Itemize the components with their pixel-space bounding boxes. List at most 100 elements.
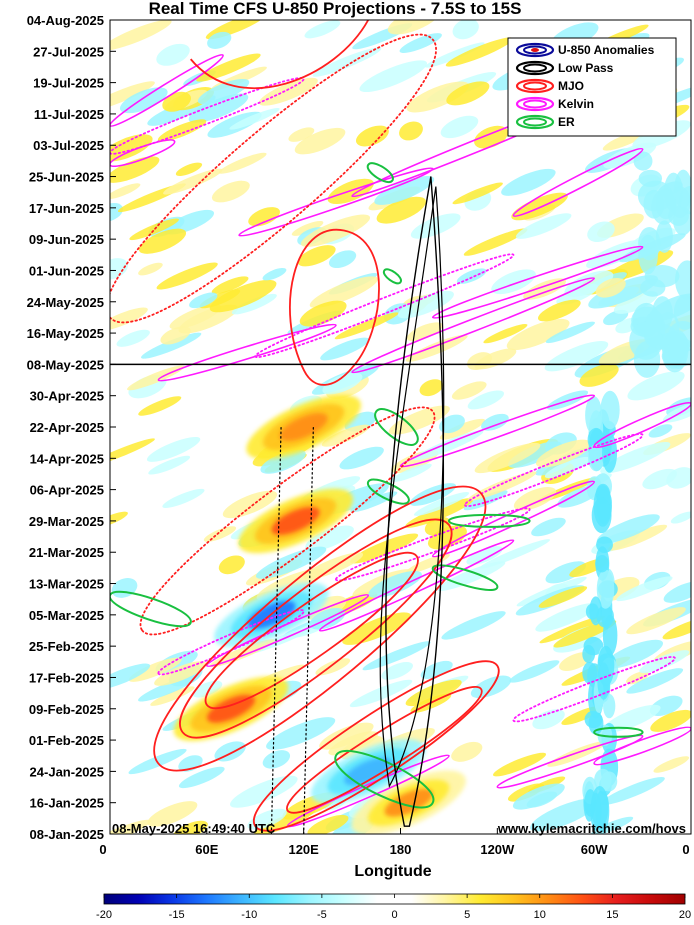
er-contour — [374, 408, 419, 446]
anomaly-patch — [339, 446, 384, 470]
anomaly-patch — [652, 296, 673, 331]
anomaly-patch — [258, 77, 318, 106]
legend-swatch — [531, 48, 539, 52]
colorbar-tick-label: -20 — [96, 909, 112, 920]
anomaly-patch — [262, 750, 291, 769]
y-tick-label: 01-Jun-2025 — [29, 263, 104, 278]
colorbar-tick-label: 20 — [679, 909, 691, 920]
timestamp-label: 08-May-2025 16:49:40 UTC — [112, 821, 276, 836]
mjo-contour-negative — [139, 406, 436, 636]
anomaly-patch — [604, 639, 664, 669]
anomaly-patch — [192, 680, 223, 698]
anomaly-patch — [410, 213, 461, 239]
anomaly-patch — [350, 533, 419, 564]
legend-swatch — [523, 63, 547, 73]
anomaly-patch — [586, 239, 647, 269]
anomaly-patch — [110, 183, 141, 200]
y-tick-label: 08-Jan-2025 — [30, 827, 104, 842]
anomaly-patch — [368, 570, 422, 598]
anomaly-patch — [322, 372, 363, 395]
legend-label: MJO — [558, 79, 584, 93]
anomaly-patch — [355, 125, 389, 147]
anomaly-patch — [303, 552, 364, 580]
y-tick-label: 14-Apr-2025 — [30, 451, 104, 466]
anomaly-patch — [110, 134, 153, 162]
anomaly-patch — [607, 524, 668, 551]
er-contour — [593, 726, 644, 738]
mjo-contour-negative — [110, 33, 437, 324]
y-tick-label: 22-Apr-2025 — [30, 420, 104, 435]
anomaly-patch — [545, 561, 587, 584]
anomaly-patch — [321, 424, 370, 447]
anomaly-patch — [466, 546, 503, 565]
anomaly-patch — [650, 709, 691, 732]
anomaly-patch — [188, 93, 249, 123]
colorbar-tick-label: -10 — [241, 909, 257, 920]
x-tick-label: 120E — [288, 842, 319, 857]
anomaly-patch — [305, 525, 354, 551]
kelvin-contour — [496, 734, 644, 789]
anomaly-patch — [162, 91, 191, 112]
x-tick-label: 180 — [390, 842, 412, 857]
anomaly-patch — [483, 324, 528, 344]
y-tick-label: 16-May-2025 — [27, 326, 104, 341]
anomaly-patch — [600, 776, 665, 805]
er-contour — [366, 162, 394, 183]
anomaly-patch — [209, 279, 277, 313]
kelvin-contour-negative — [464, 433, 644, 507]
anomaly-patch — [406, 81, 469, 113]
anomaly-patch — [467, 471, 537, 501]
anomaly-patch — [506, 318, 570, 351]
x-tick-label: 120W — [480, 842, 515, 857]
anomaly-patch — [178, 766, 225, 789]
legend-swatch — [515, 60, 555, 76]
legend-swatch — [523, 117, 547, 127]
kelvin-contour — [286, 754, 450, 828]
anomaly-patch — [467, 390, 505, 410]
anomaly-patch — [663, 581, 691, 603]
legend-label: Low Pass — [558, 61, 614, 75]
mjo-contour — [289, 228, 380, 386]
y-tick-label: 17-Feb-2025 — [29, 670, 104, 685]
kelvin-contour-negative — [110, 77, 305, 155]
kelvin-contour — [206, 594, 370, 667]
anomaly-patch — [207, 31, 232, 49]
anomaly-patch — [515, 213, 572, 239]
low-pass-contour — [385, 176, 445, 827]
anomaly-patch — [376, 196, 427, 224]
anomaly-core — [206, 694, 256, 723]
anomaly-patch — [509, 660, 560, 683]
anomaly-patch — [627, 371, 685, 401]
anomaly-patch — [633, 151, 653, 171]
anomaly-patch — [129, 218, 179, 241]
anomaly-patch — [662, 617, 691, 640]
anomaly-patch — [420, 660, 453, 679]
anomaly-core — [279, 413, 328, 441]
anomaly-patch — [675, 260, 691, 300]
source-url-label: www.kylemacritchie.com/hovs — [497, 821, 686, 836]
anomaly-patch — [452, 20, 479, 40]
anomaly-patch — [164, 209, 215, 235]
anomaly-patch — [587, 221, 615, 243]
anomaly-patch — [116, 329, 150, 347]
anomaly-patch — [248, 207, 280, 227]
mjo-contour — [286, 686, 483, 814]
anomaly-patch — [512, 783, 565, 810]
anomaly-patch — [530, 798, 598, 832]
anomaly-patch — [299, 300, 347, 327]
anomaly-patch — [381, 662, 413, 680]
anomaly-patch — [138, 262, 163, 276]
anomaly-patch — [218, 152, 267, 174]
y-tick-label: 25-Feb-2025 — [29, 639, 104, 654]
anomaly-patch — [638, 234, 658, 275]
er-contour — [367, 478, 410, 505]
anomaly-patch — [175, 162, 203, 176]
anomaly-patch — [110, 156, 160, 183]
chart-title: Real Time CFS U-850 Projections - 7.5S t… — [149, 0, 522, 18]
anomaly-patch — [600, 390, 620, 430]
anomaly-patch — [603, 704, 661, 733]
anomaly-patch — [211, 180, 250, 203]
y-tick-label: 30-Apr-2025 — [30, 389, 104, 404]
x-axis: 0 60E 120E 180 120W 60W 0 — [99, 828, 692, 857]
